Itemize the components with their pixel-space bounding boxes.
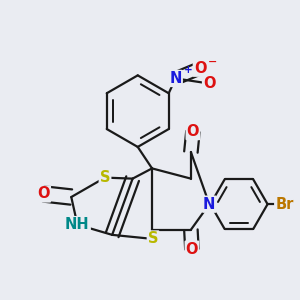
Text: O: O	[187, 124, 199, 139]
Text: S: S	[100, 170, 110, 185]
Text: N: N	[203, 197, 215, 212]
Text: O: O	[194, 61, 206, 76]
Text: N: N	[169, 71, 182, 86]
Text: NH: NH	[65, 217, 90, 232]
Text: +: +	[184, 65, 193, 75]
Text: O: O	[38, 187, 50, 202]
Text: S: S	[148, 231, 158, 246]
Text: O: O	[203, 76, 215, 91]
Text: O: O	[186, 242, 198, 257]
Text: −: −	[208, 56, 217, 67]
Text: Br: Br	[275, 197, 294, 212]
